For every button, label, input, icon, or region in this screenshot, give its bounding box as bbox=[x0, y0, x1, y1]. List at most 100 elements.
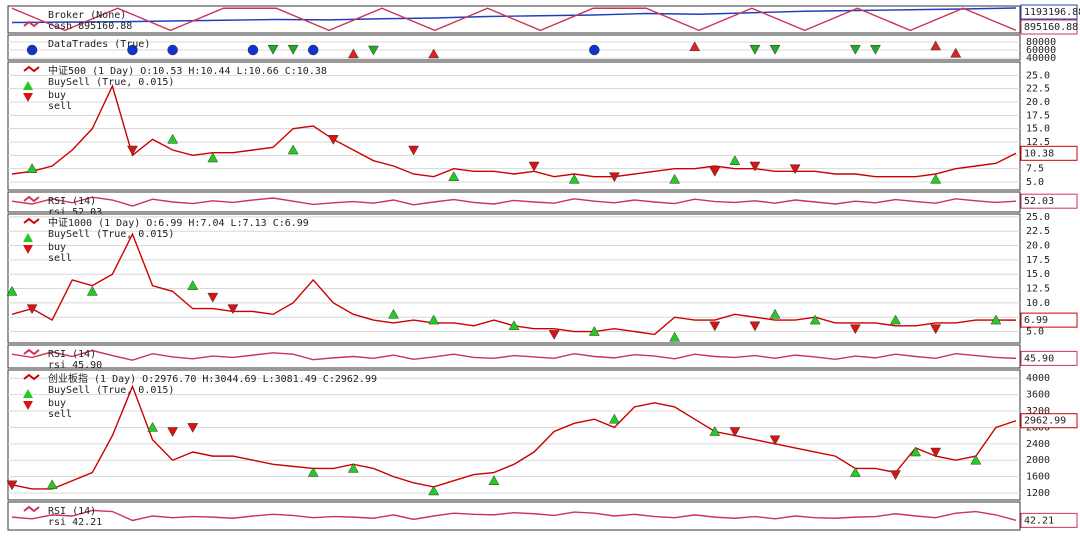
y-tick-label: 25.0 bbox=[1026, 212, 1050, 223]
marker bbox=[167, 427, 179, 438]
marker bbox=[428, 48, 440, 59]
last-value-box bbox=[1020, 19, 1078, 35]
marker bbox=[428, 485, 440, 496]
y-tick-label: 1200 bbox=[1026, 488, 1050, 499]
legend-icon bbox=[23, 65, 40, 73]
legend-label: RSI (14) bbox=[48, 349, 96, 360]
legend-icon bbox=[23, 348, 40, 356]
marker bbox=[86, 285, 98, 296]
marker bbox=[167, 133, 179, 144]
marker bbox=[6, 480, 18, 491]
panel bbox=[7, 369, 1021, 501]
marker bbox=[307, 44, 319, 56]
legend-icon bbox=[23, 389, 33, 398]
y-tick-label: 10.0 bbox=[1026, 298, 1050, 309]
series-line bbox=[11, 7, 1017, 32]
y-tick-label: 2000 bbox=[1026, 455, 1050, 466]
panel bbox=[7, 501, 1021, 531]
legend-label: 中证500 (1 Day) O:10.53 H:10.44 L:10.66 C:… bbox=[48, 64, 327, 77]
y-tick-label: 17.5 bbox=[1026, 110, 1050, 121]
legend-label: BuySell (True, 0.015) bbox=[48, 77, 174, 88]
legend-label: RSI (14) bbox=[48, 506, 96, 517]
marker bbox=[749, 321, 761, 332]
marker bbox=[689, 41, 701, 52]
y-tick-label: 3600 bbox=[1026, 390, 1050, 401]
y-tick-label: 60000 bbox=[1026, 45, 1056, 56]
legend-label: buy bbox=[48, 90, 66, 101]
marker bbox=[729, 427, 741, 438]
legend-label: 创业板指 (1 Day) O:2976.70 H:3044.69 L:3081.… bbox=[48, 372, 377, 385]
marker bbox=[247, 44, 259, 56]
marker bbox=[769, 44, 781, 55]
legend-label: BuySell (True, 0.015) bbox=[48, 385, 174, 396]
marker bbox=[207, 292, 219, 303]
last-value-box bbox=[1020, 193, 1078, 209]
legend-label: sell bbox=[48, 253, 72, 264]
marker bbox=[849, 324, 861, 335]
legend-label: RSI (14) bbox=[48, 196, 96, 207]
marker bbox=[448, 171, 460, 181]
marker bbox=[849, 44, 861, 55]
marker bbox=[749, 161, 761, 172]
marker bbox=[327, 135, 339, 145]
marker bbox=[930, 173, 942, 184]
y-tick-label: 7.5 bbox=[1026, 164, 1044, 175]
marker bbox=[187, 423, 199, 433]
legend-icon bbox=[23, 81, 33, 90]
marker bbox=[287, 144, 299, 155]
marker bbox=[167, 44, 178, 56]
marker bbox=[6, 285, 18, 296]
y-tick-label: 15.0 bbox=[1026, 269, 1050, 280]
marker bbox=[347, 48, 359, 59]
last-value-label: 1193196.88 bbox=[1024, 7, 1080, 18]
legend-label: rsi 52.03 bbox=[48, 207, 102, 218]
marker bbox=[368, 45, 379, 56]
legend-label: sell bbox=[48, 409, 72, 420]
y-tick-label: 5.0 bbox=[1026, 177, 1044, 188]
marker bbox=[207, 152, 219, 163]
marker bbox=[849, 467, 861, 477]
last-value-label: 52.03 bbox=[1024, 196, 1054, 207]
marker bbox=[950, 47, 962, 58]
last-value-label: 45.90 bbox=[1024, 353, 1054, 364]
panel bbox=[7, 34, 1021, 61]
last-value-label: 2962.99 bbox=[1024, 416, 1066, 427]
marker bbox=[187, 280, 199, 290]
legend-icon bbox=[23, 195, 40, 203]
y-tick-label: 22.5 bbox=[1026, 226, 1050, 237]
marker bbox=[608, 413, 620, 424]
marker bbox=[749, 44, 761, 55]
y-tick-label: 3200 bbox=[1026, 406, 1050, 417]
legend-label: BuySell (True, 0.015) bbox=[48, 229, 174, 240]
marker bbox=[870, 44, 881, 55]
panel bbox=[7, 191, 1021, 213]
legend-label: buy bbox=[48, 398, 66, 409]
marker bbox=[127, 44, 138, 56]
marker bbox=[589, 44, 600, 56]
marker bbox=[769, 435, 781, 446]
marker bbox=[528, 161, 540, 172]
series-line bbox=[11, 349, 1017, 361]
marker bbox=[46, 479, 58, 490]
legend-label: cash 895160.88 bbox=[48, 21, 132, 32]
y-tick-label: 20.0 bbox=[1026, 241, 1050, 252]
y-tick-label: 4000 bbox=[1026, 373, 1050, 384]
marker bbox=[548, 330, 560, 340]
y-tick-label: 12.5 bbox=[1026, 284, 1050, 295]
marker bbox=[388, 308, 399, 319]
marker bbox=[568, 173, 580, 184]
y-tick-label: 20.0 bbox=[1026, 97, 1050, 108]
y-tick-label: 80000 bbox=[1026, 37, 1056, 48]
marker bbox=[709, 425, 721, 436]
marker bbox=[588, 326, 600, 336]
marker bbox=[669, 331, 681, 342]
marker bbox=[508, 320, 520, 331]
legend-icon bbox=[23, 233, 33, 242]
series-line bbox=[11, 509, 1017, 522]
marker bbox=[408, 145, 420, 156]
y-tick-label: 15.0 bbox=[1026, 124, 1050, 135]
legend-icon bbox=[23, 373, 40, 381]
legend-label: sell bbox=[48, 101, 72, 112]
marker bbox=[890, 314, 901, 325]
legend-icon bbox=[23, 505, 40, 513]
